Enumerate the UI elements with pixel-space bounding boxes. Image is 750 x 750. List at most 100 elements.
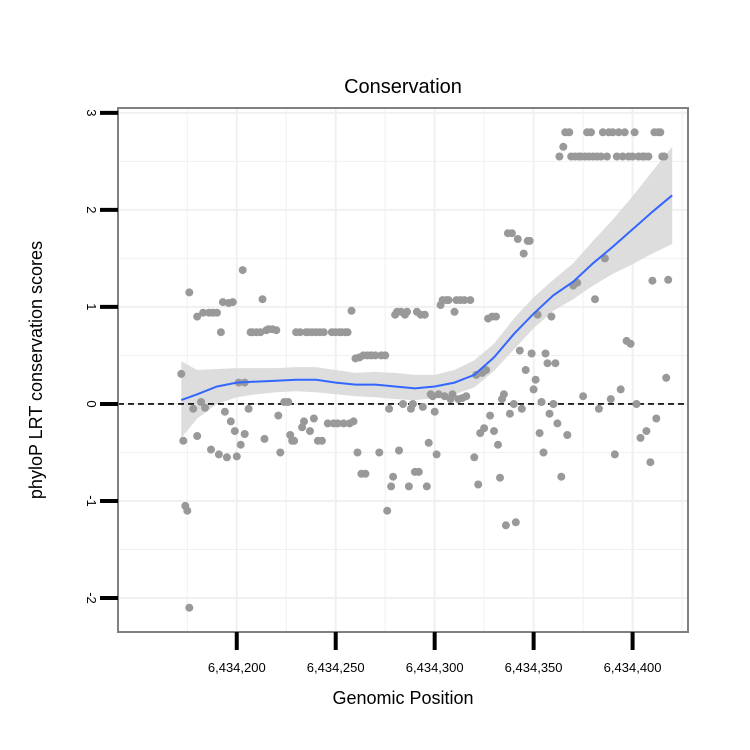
data-point xyxy=(557,472,566,481)
data-point xyxy=(444,296,453,305)
data-point xyxy=(612,152,621,161)
data-point xyxy=(490,427,498,436)
data-point xyxy=(648,276,657,285)
data-point xyxy=(646,458,655,467)
data-point xyxy=(618,152,627,161)
data-point xyxy=(236,440,245,449)
data-point xyxy=(179,436,188,445)
data-point xyxy=(494,440,502,449)
data-point xyxy=(448,390,457,399)
data-point xyxy=(347,306,356,315)
data-point xyxy=(632,400,641,408)
data-point xyxy=(547,312,556,321)
data-point xyxy=(626,339,635,348)
data-point xyxy=(385,404,394,413)
data-point xyxy=(499,390,508,399)
data-point xyxy=(232,452,241,461)
data-point xyxy=(260,434,269,443)
data-point xyxy=(614,128,623,137)
data-point xyxy=(422,482,431,491)
data-point xyxy=(404,482,413,491)
data-point xyxy=(387,482,396,491)
data-point xyxy=(553,419,562,428)
data-point xyxy=(213,308,221,317)
data-point xyxy=(480,424,489,433)
data-point xyxy=(606,395,615,404)
data-point xyxy=(474,480,483,489)
data-point xyxy=(630,128,639,137)
data-point xyxy=(501,521,510,530)
data-point xyxy=(319,328,328,337)
x-tick-label: 6,434,300 xyxy=(406,660,464,675)
data-point xyxy=(628,152,637,161)
data-point xyxy=(201,403,210,412)
data-point xyxy=(207,445,215,454)
data-point xyxy=(430,407,439,416)
data-point xyxy=(383,506,392,515)
data-point xyxy=(244,404,253,413)
y-tick-label: 2 xyxy=(84,206,99,213)
data-point xyxy=(551,359,560,368)
data-point xyxy=(509,400,518,408)
data-point xyxy=(517,404,526,413)
data-point xyxy=(197,398,206,406)
data-point xyxy=(240,430,249,438)
y-axis: -2 -1 0 1 2 3 xyxy=(84,109,118,604)
data-point xyxy=(496,473,504,482)
data-point xyxy=(371,351,380,360)
y-tick-label: 3 xyxy=(84,109,99,116)
data-point xyxy=(414,467,423,476)
data-point xyxy=(515,346,524,355)
y-tick-label: 0 xyxy=(84,400,99,407)
data-point xyxy=(529,385,538,394)
data-point xyxy=(432,450,441,459)
data-point xyxy=(440,392,449,401)
data-point xyxy=(462,392,471,401)
data-point xyxy=(230,427,239,436)
data-point xyxy=(343,328,352,337)
data-point xyxy=(660,152,669,161)
data-point xyxy=(642,427,651,436)
data-point xyxy=(531,375,540,384)
data-point xyxy=(541,349,550,358)
data-point xyxy=(193,312,202,321)
data-point xyxy=(381,351,390,360)
data-point xyxy=(591,295,599,304)
x-tick-label: 6,434,350 xyxy=(505,660,563,675)
data-point xyxy=(216,328,225,337)
data-point xyxy=(218,298,227,307)
data-point xyxy=(309,414,318,423)
x-tick-label: 6,434,400 xyxy=(604,660,662,675)
data-point xyxy=(349,417,358,426)
data-point xyxy=(620,128,629,137)
data-point xyxy=(333,419,342,428)
data-point xyxy=(486,411,495,420)
data-point xyxy=(513,235,522,243)
data-point xyxy=(399,400,407,408)
data-points xyxy=(177,128,673,612)
data-point xyxy=(296,328,305,337)
data-point xyxy=(539,448,548,457)
data-point xyxy=(185,603,194,612)
data-point xyxy=(460,296,469,305)
grid xyxy=(118,108,688,632)
chart-title: Conservation xyxy=(344,76,462,98)
data-point xyxy=(543,359,552,368)
data-point xyxy=(228,298,237,307)
data-point xyxy=(403,307,411,316)
data-point xyxy=(662,373,671,382)
data-point xyxy=(339,419,348,428)
data-point xyxy=(418,402,427,411)
data-point xyxy=(389,472,398,481)
data-point xyxy=(598,128,607,137)
data-point xyxy=(636,433,645,442)
data-point xyxy=(434,390,443,399)
data-point xyxy=(596,152,605,161)
data-point xyxy=(608,128,617,137)
data-point xyxy=(600,254,609,263)
data-point xyxy=(353,448,362,457)
data-point xyxy=(535,429,544,438)
data-point xyxy=(563,431,572,439)
data-point xyxy=(555,152,564,161)
